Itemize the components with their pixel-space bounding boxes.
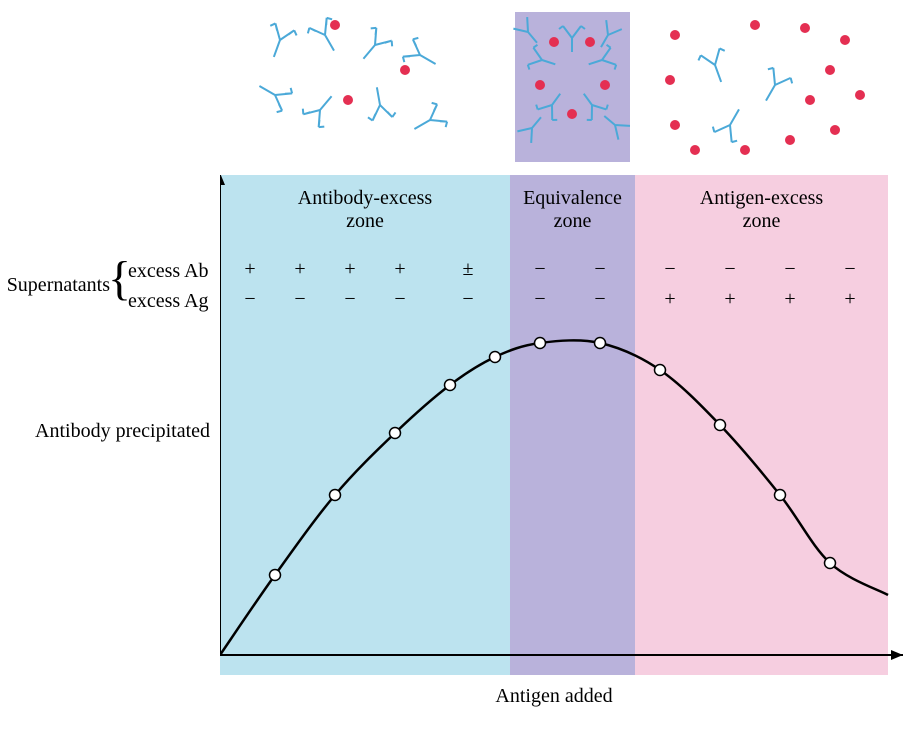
x-axis-label: Antigen added <box>220 685 888 708</box>
data-point <box>330 490 341 501</box>
supernatants-label: Supernatants <box>0 274 110 297</box>
illustration-equivalence <box>510 10 635 170</box>
data-point <box>390 428 401 439</box>
excess-ag-label: excess Ag <box>128 290 209 313</box>
illustration-antigen-excess <box>635 10 888 170</box>
data-point <box>270 570 281 581</box>
illustrations-row <box>220 10 900 160</box>
data-point <box>715 420 726 431</box>
data-point <box>490 352 501 363</box>
data-point <box>595 338 606 349</box>
data-point <box>535 338 546 349</box>
data-point <box>775 490 786 501</box>
data-point <box>655 365 666 376</box>
data-point <box>445 380 456 391</box>
illustration-antibody-excess <box>220 10 510 170</box>
excess-ab-label: excess Ab <box>128 260 209 283</box>
y-axis-label: Antibody precipitated <box>0 420 210 443</box>
chart-area: Antibody-excess zone Equivalence zone An… <box>220 175 900 675</box>
figure-container: Antibody-excess zone Equivalence zone An… <box>0 0 907 743</box>
precipitin-curve <box>220 175 907 685</box>
data-point <box>825 558 836 569</box>
